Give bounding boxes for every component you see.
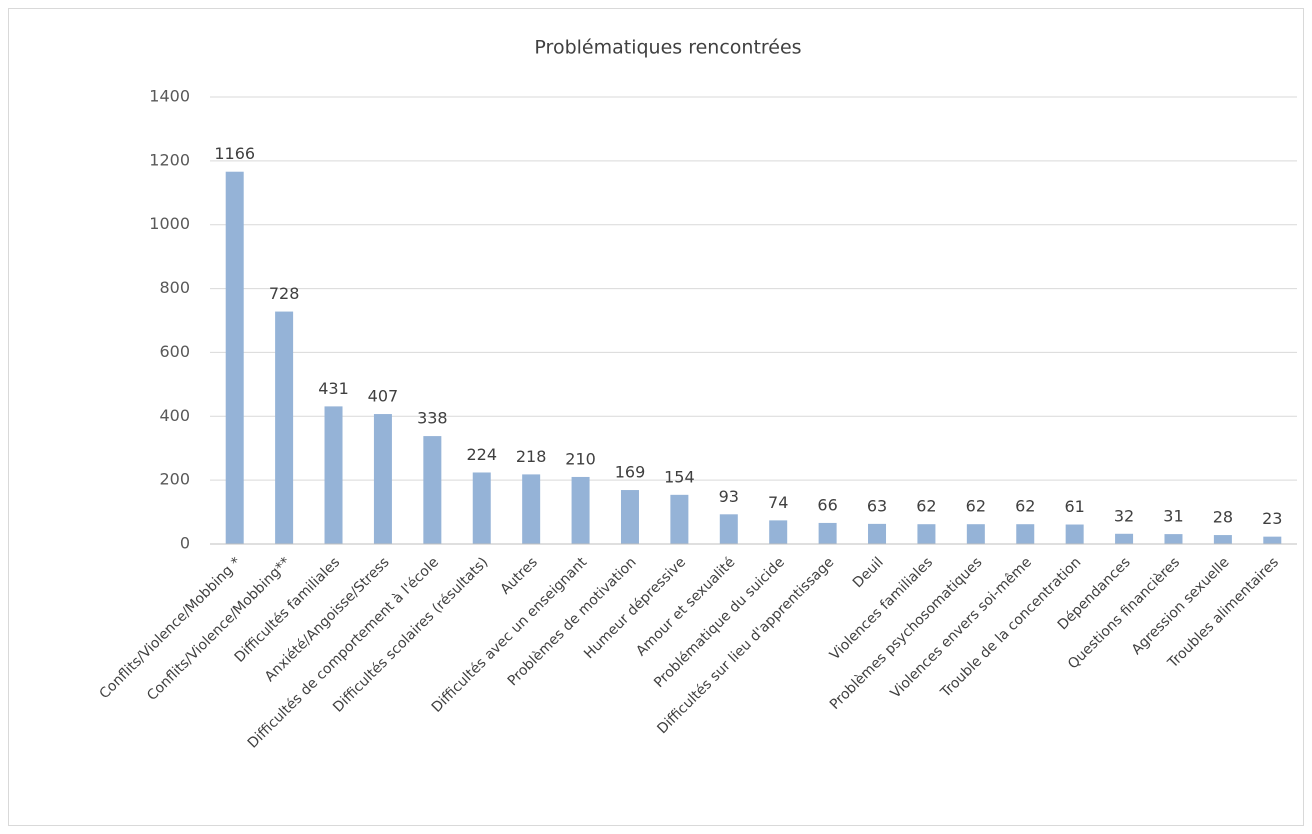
bar xyxy=(719,514,738,544)
bar xyxy=(1016,524,1035,544)
y-tick-label: 1400 xyxy=(149,87,190,106)
bar xyxy=(769,520,788,544)
data-label: 23 xyxy=(1262,509,1282,528)
bar xyxy=(423,436,442,544)
bar xyxy=(620,490,639,544)
bar xyxy=(966,524,985,544)
data-label: 74 xyxy=(768,493,788,512)
data-label: 224 xyxy=(466,445,497,464)
bar xyxy=(571,476,590,544)
y-tick-label: 800 xyxy=(159,278,190,297)
bar xyxy=(670,494,689,544)
bar xyxy=(868,523,887,544)
data-label: 431 xyxy=(318,379,349,398)
data-label: 62 xyxy=(966,497,986,516)
bar xyxy=(1065,524,1084,544)
y-tick-label: 400 xyxy=(159,406,190,425)
y-tick-label: 600 xyxy=(159,342,190,361)
bar xyxy=(1213,535,1232,544)
y-tick-label: 1200 xyxy=(149,150,190,169)
data-label: 210 xyxy=(565,449,596,468)
y-tick-label: 0 xyxy=(180,534,190,553)
data-label: 169 xyxy=(615,463,646,482)
data-label: 154 xyxy=(664,467,695,486)
data-label: 93 xyxy=(719,487,739,506)
data-label: 61 xyxy=(1064,497,1084,516)
data-label: 62 xyxy=(1015,497,1035,516)
data-label: 1166 xyxy=(214,144,255,163)
bar xyxy=(275,311,294,544)
bar xyxy=(522,474,541,544)
data-label: 66 xyxy=(817,495,837,514)
bar xyxy=(1164,534,1183,544)
data-label: 62 xyxy=(916,497,936,516)
data-label: 338 xyxy=(417,409,448,428)
bar xyxy=(472,472,491,544)
y-tick-label: 200 xyxy=(159,470,190,489)
bar xyxy=(373,414,392,544)
bar xyxy=(818,522,837,544)
data-label: 31 xyxy=(1163,507,1183,526)
data-label: 28 xyxy=(1213,508,1233,527)
data-label: 32 xyxy=(1114,506,1134,525)
chart-frame xyxy=(8,8,1304,826)
bar xyxy=(225,171,244,544)
bar xyxy=(1263,536,1282,544)
data-label: 407 xyxy=(368,387,399,406)
bar xyxy=(324,406,343,544)
y-tick-label: 1000 xyxy=(149,214,190,233)
data-label: 63 xyxy=(867,496,887,515)
chart-title: Problématiques rencontrées xyxy=(534,37,801,59)
bar xyxy=(1115,533,1134,544)
data-label: 728 xyxy=(269,284,300,303)
bar xyxy=(917,524,936,544)
data-label: 218 xyxy=(516,447,547,466)
